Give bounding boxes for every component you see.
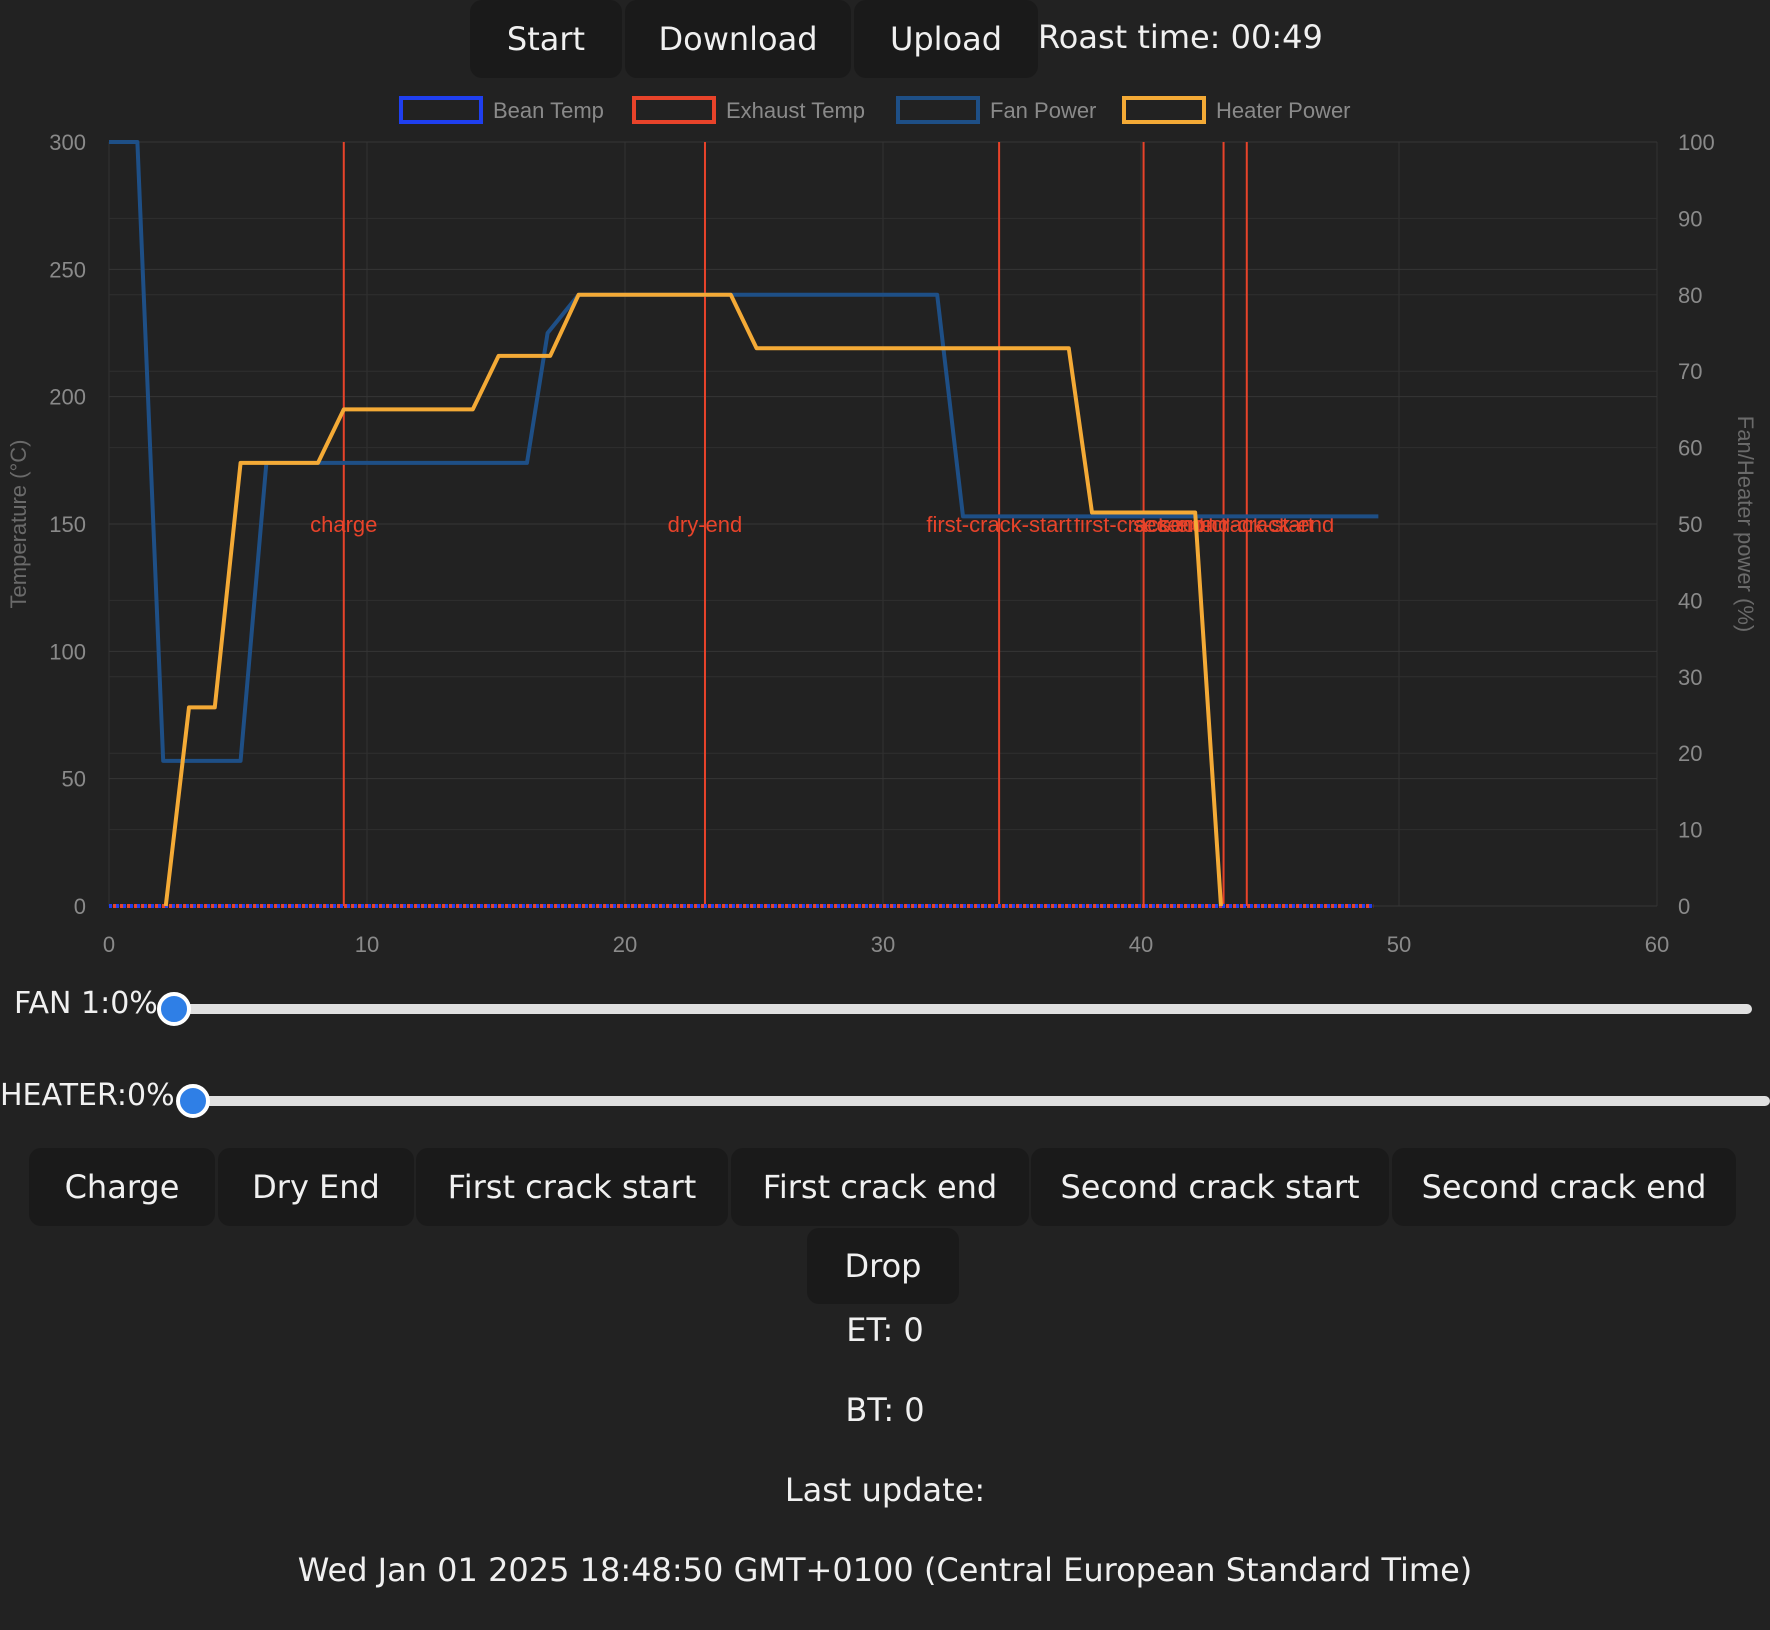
x-tick-label: 60	[1645, 932, 1669, 957]
series-line-fan-power	[109, 140, 1379, 763]
dry-end-button[interactable]: Dry End	[218, 1148, 414, 1226]
y-right-tick-label: 50	[1678, 512, 1702, 537]
legend-label: Fan Power	[990, 98, 1096, 123]
y-right-axis-title: Fan/Heater power (%)	[1733, 416, 1758, 632]
x-tick-label: 40	[1129, 932, 1153, 957]
last-update-value: Wed Jan 01 2025 18:48:50 GMT+0100 (Centr…	[297, 1551, 1473, 1589]
y-right-tick-label: 0	[1678, 894, 1690, 919]
y-right-tick-label: 90	[1678, 206, 1702, 231]
y-left-tick-label: 100	[49, 639, 86, 664]
y-right-tick-label: 60	[1678, 436, 1702, 461]
second-crack-start-button[interactable]: Second crack start	[1031, 1148, 1389, 1226]
start-button[interactable]: Start	[470, 0, 622, 78]
fan-slider-label: FAN 1:0%	[14, 986, 158, 1021]
first-crack-start-button[interactable]: First crack start	[416, 1148, 728, 1226]
legend-swatch	[632, 96, 716, 124]
fan-slider-thumb[interactable]	[157, 992, 191, 1026]
y-right-tick-label: 20	[1678, 741, 1702, 766]
chart-axes: 0 10 20 30 40 50 60 0 10 20 30 40 50 60 70 80 90 100 0 50 10…	[6, 130, 1758, 957]
drop-button[interactable]: Drop	[807, 1228, 959, 1304]
roast-time: Roast time: 00:49	[1038, 18, 1323, 56]
x-tick-label: 10	[355, 932, 379, 957]
roast-chart: Bean Temp Exhaust Temp Fan Power Heater Pow…	[6, 96, 1758, 957]
y-left-tick-label: 300	[49, 130, 86, 155]
chart-legend: Bean Temp Exhaust Temp Fan Power Heater Pow…	[399, 96, 1351, 124]
x-tick-label: 0	[103, 932, 115, 957]
fan-slider-track[interactable]	[172, 1004, 1752, 1014]
chart-lines	[109, 140, 1379, 908]
legend-swatch	[1122, 96, 1206, 124]
y-right-tick-label: 10	[1678, 818, 1702, 843]
x-tick-label: 50	[1387, 932, 1411, 957]
y-right-tick-label: 80	[1678, 283, 1702, 308]
y-right-tick-label: 30	[1678, 665, 1702, 690]
event-label: charge	[310, 512, 377, 537]
event-label: dry-end	[668, 512, 743, 537]
download-button[interactable]: Download	[625, 0, 851, 78]
y-right-tick-label: 70	[1678, 359, 1702, 384]
heater-slider-thumb[interactable]	[176, 1084, 210, 1118]
bt-readout: BT: 0	[845, 1391, 925, 1429]
legend-label: Exhaust Temp	[726, 98, 865, 123]
last-update-label: Last update:	[784, 1471, 986, 1509]
legend-label: Heater Power	[1216, 98, 1351, 123]
legend-swatch	[399, 96, 483, 124]
y-left-tick-label: 150	[49, 512, 86, 537]
y-right-tick-label: 40	[1678, 588, 1702, 613]
second-crack-end-button[interactable]: Second crack end	[1392, 1148, 1736, 1226]
series-line-heater-power	[163, 292, 1223, 907]
legend-label: Bean Temp	[493, 98, 604, 123]
chart-grid	[108, 141, 1658, 907]
y-left-tick-label: 0	[74, 894, 86, 919]
y-left-tick-label: 50	[62, 767, 86, 792]
x-tick-label: 30	[871, 932, 895, 957]
x-tick-label: 20	[613, 932, 637, 957]
heater-slider-label: HEATER:0%	[0, 1078, 175, 1113]
first-crack-end-button[interactable]: First crack end	[731, 1148, 1029, 1226]
chart-events: charge dry-end first-crack-start first-crac…	[310, 142, 1334, 906]
y-right-tick-label: 100	[1678, 130, 1715, 155]
et-readout: ET: 0	[846, 1311, 924, 1349]
y-left-tick-label: 250	[49, 257, 86, 282]
legend-swatch	[896, 96, 980, 124]
upload-button[interactable]: Upload	[854, 0, 1038, 78]
y-left-tick-label: 200	[49, 385, 86, 410]
y-left-axis-title: Temperature (°C)	[6, 440, 31, 609]
heater-slider-track[interactable]	[192, 1096, 1770, 1106]
charge-button[interactable]: Charge	[29, 1148, 215, 1226]
